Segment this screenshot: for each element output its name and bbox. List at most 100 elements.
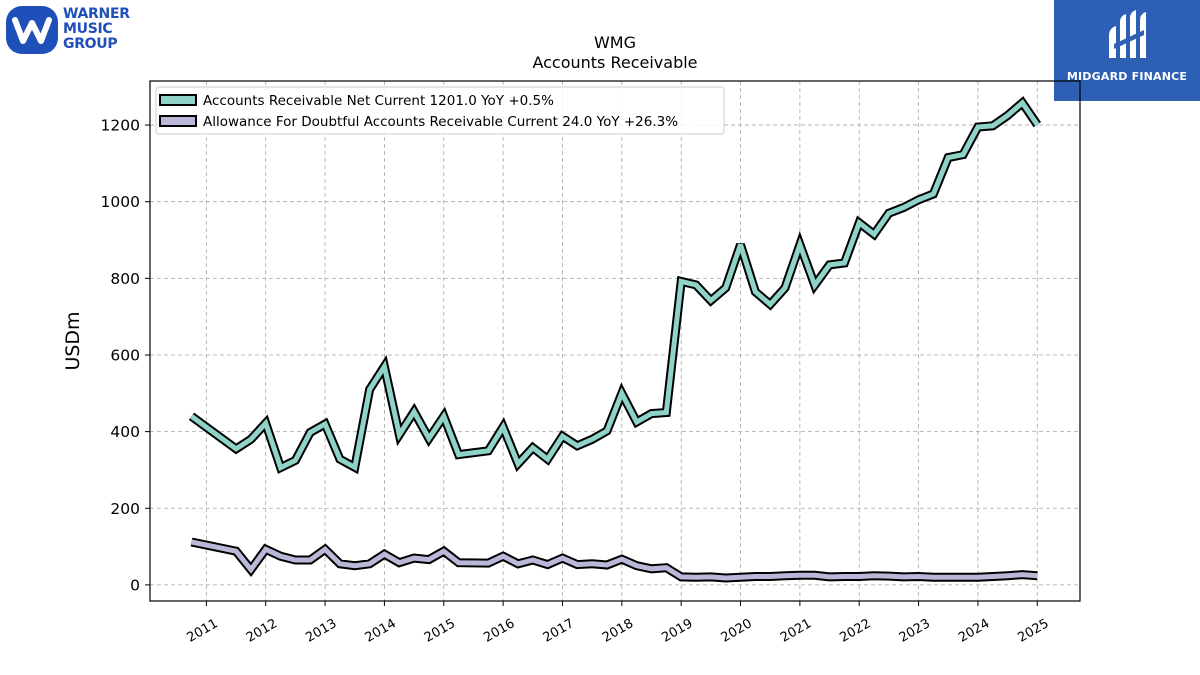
data-point-0 bbox=[695, 284, 697, 286]
data-point-1 bbox=[502, 555, 504, 557]
data-point-1 bbox=[947, 576, 949, 578]
x-tick-label: 2018 bbox=[600, 616, 636, 646]
data-point-1 bbox=[279, 555, 282, 557]
legend: Accounts Receivable Net Current 1201.0 Y… bbox=[155, 86, 725, 135]
y-tick-label: 1000 bbox=[101, 193, 140, 211]
data-point-1 bbox=[561, 557, 564, 559]
data-point-1 bbox=[368, 563, 371, 565]
data-point-1 bbox=[992, 575, 994, 578]
x-tick-label: 2017 bbox=[541, 616, 577, 646]
data-point-1 bbox=[650, 568, 653, 570]
data-point-0 bbox=[383, 365, 386, 368]
data-point-0 bbox=[309, 431, 311, 433]
data-point-0 bbox=[398, 434, 400, 436]
x-tick-label: 2014 bbox=[363, 616, 399, 646]
data-point-1 bbox=[339, 563, 341, 565]
grid bbox=[150, 81, 1080, 601]
data-point-0 bbox=[680, 280, 682, 283]
data-point-0 bbox=[828, 264, 831, 266]
data-point-0 bbox=[888, 212, 890, 214]
data-point-0 bbox=[458, 454, 460, 456]
data-point-0 bbox=[621, 392, 623, 394]
x-tick-label: 2024 bbox=[956, 616, 992, 646]
data-point-1 bbox=[977, 576, 979, 578]
data-point-1 bbox=[458, 562, 460, 564]
data-point-1 bbox=[932, 576, 935, 578]
data-point-0 bbox=[784, 287, 786, 289]
data-point-0 bbox=[903, 206, 905, 209]
data-point-1 bbox=[873, 575, 875, 577]
x-tick-label: 2011 bbox=[185, 616, 221, 646]
data-point-0 bbox=[917, 199, 920, 201]
x-tick-label: 2013 bbox=[303, 616, 339, 646]
data-point-0 bbox=[799, 244, 801, 246]
data-point-0 bbox=[487, 450, 489, 452]
legend-box bbox=[155, 86, 725, 135]
data-point-0 bbox=[250, 438, 252, 440]
data-point-0 bbox=[992, 125, 994, 127]
legend-label-allowance: Allowance For Doubtful Accounts Receivab… bbox=[203, 114, 678, 130]
data-point-1 bbox=[828, 576, 831, 578]
data-point-1 bbox=[888, 575, 890, 577]
logo-word-music: MUSIC bbox=[63, 21, 113, 37]
data-point-1 bbox=[680, 576, 682, 578]
data-point-0 bbox=[591, 438, 593, 440]
x-tick-label: 2016 bbox=[481, 616, 517, 646]
data-point-1 bbox=[487, 562, 489, 564]
data-point-1 bbox=[265, 548, 267, 550]
data-point-1 bbox=[250, 568, 252, 571]
data-point-1 bbox=[324, 548, 326, 550]
data-point-1 bbox=[354, 565, 356, 567]
data-point-1 bbox=[843, 575, 845, 578]
midgard-emblem-icon bbox=[1109, 10, 1146, 58]
data-point-0 bbox=[235, 448, 237, 450]
data-point-1 bbox=[1006, 575, 1009, 577]
legend-label-receivables: Accounts Receivable Net Current 1201.0 Y… bbox=[203, 93, 554, 109]
data-point-1 bbox=[398, 562, 400, 564]
data-point-1 bbox=[309, 559, 311, 561]
data-point-1 bbox=[532, 559, 534, 561]
y-tick-label: 400 bbox=[110, 423, 140, 441]
y-tick-label: 200 bbox=[110, 500, 140, 518]
series-line-0 bbox=[190, 99, 1040, 472]
data-point-0 bbox=[636, 421, 638, 423]
data-point-0 bbox=[517, 463, 519, 465]
data-point-0 bbox=[339, 458, 341, 460]
data-point-0 bbox=[843, 262, 845, 264]
x-tick-label: 2021 bbox=[778, 616, 814, 646]
data-point-0 bbox=[932, 193, 935, 195]
data-point-1 bbox=[799, 574, 801, 576]
data-point-0 bbox=[1021, 102, 1024, 104]
data-point-0 bbox=[279, 467, 282, 469]
data-point-1 bbox=[1036, 575, 1038, 577]
data-point-1 bbox=[665, 567, 667, 569]
data-point-1 bbox=[621, 558, 623, 560]
y-tick-label: 600 bbox=[110, 346, 140, 364]
data-point-1 bbox=[754, 575, 756, 578]
data-point-0 bbox=[547, 458, 549, 460]
data-point-1 bbox=[784, 575, 786, 577]
x-tick-label: 2012 bbox=[244, 616, 280, 646]
data-point-0 bbox=[725, 287, 727, 289]
data-point-0 bbox=[650, 413, 653, 415]
data-point-1 bbox=[517, 563, 519, 565]
data-point-0 bbox=[977, 126, 979, 128]
data-point-0 bbox=[962, 153, 964, 156]
data-point-1 bbox=[547, 563, 549, 566]
data-point-0 bbox=[710, 299, 712, 302]
logo-word-warner: WARNER bbox=[63, 6, 130, 22]
data-point-1 bbox=[725, 577, 727, 579]
y-tick-label: 0 bbox=[130, 576, 140, 594]
data-point-0 bbox=[769, 303, 771, 306]
data-point-0 bbox=[190, 415, 193, 417]
data-point-1 bbox=[917, 575, 920, 578]
data-point-0 bbox=[532, 447, 534, 449]
data-point-0 bbox=[413, 411, 415, 413]
data-point-0 bbox=[428, 437, 430, 440]
legend-swatch-allowance bbox=[159, 115, 197, 127]
x-tick-label: 2023 bbox=[897, 616, 933, 646]
data-point-0 bbox=[576, 445, 578, 447]
data-point-0 bbox=[561, 435, 564, 437]
warner-w-icon bbox=[6, 6, 58, 54]
data-point-1 bbox=[190, 541, 193, 543]
